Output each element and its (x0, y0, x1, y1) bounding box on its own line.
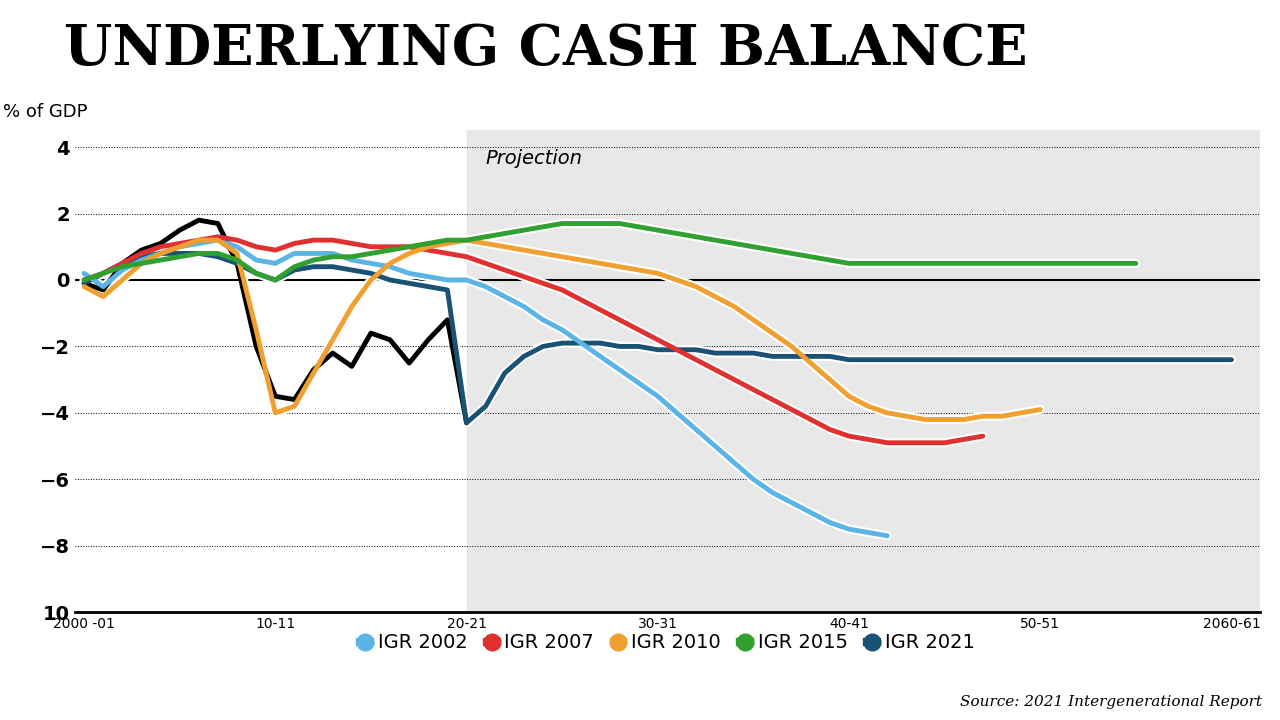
Text: Projection: Projection (485, 149, 582, 168)
Text: Source: 2021 Intergenerational Report: Source: 2021 Intergenerational Report (960, 695, 1262, 708)
Legend: IGR 2002, IGR 2007, IGR 2010, IGR 2015, IGR 2021: IGR 2002, IGR 2007, IGR 2010, IGR 2015, … (352, 626, 982, 660)
Text: UNDERLYING CASH BALANCE: UNDERLYING CASH BALANCE (64, 22, 1028, 76)
Text: % of GDP: % of GDP (4, 103, 88, 121)
Bar (466, 130, 1270, 612)
